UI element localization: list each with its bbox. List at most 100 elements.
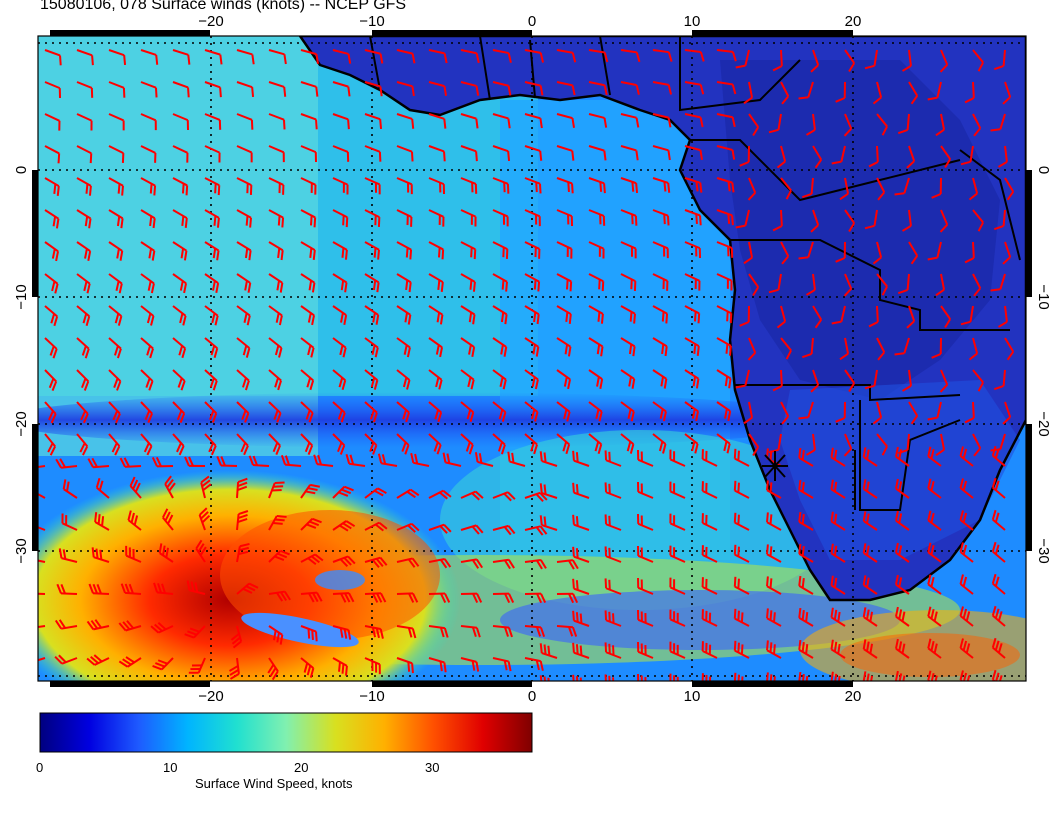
wind-barb (377, 453, 398, 467)
wind-barb (204, 273, 220, 293)
wind-barb (604, 450, 622, 467)
wind-barb (733, 480, 750, 499)
wind-barb (652, 433, 667, 454)
wind-barb (539, 515, 558, 531)
wind-barb (556, 559, 579, 570)
wind-barb (332, 520, 356, 532)
wind-barb (716, 369, 732, 389)
wind-barb (701, 449, 718, 467)
wind-barb (556, 625, 578, 637)
wind-barb (805, 113, 816, 136)
wind-barb (118, 620, 142, 632)
wind-barb (23, 682, 45, 699)
wind-barb (396, 337, 411, 358)
wind-barb (492, 401, 507, 422)
wind-barb (733, 608, 750, 627)
wind-barb (460, 433, 474, 455)
wind-barb (492, 433, 506, 455)
wind-barb (524, 401, 539, 422)
wind-barb (261, 690, 277, 712)
wind-barb (876, 337, 886, 361)
wind-barb (798, 511, 814, 531)
wind-barb (894, 177, 910, 196)
wind-barb (428, 113, 447, 129)
lon-tick-top: −10 (359, 13, 384, 30)
wind-barb (669, 673, 679, 681)
wind-barb (428, 177, 446, 195)
wind-barb (172, 49, 191, 65)
wind-barb (798, 607, 814, 627)
wind-barb (524, 241, 541, 259)
wind-barb (637, 577, 654, 595)
wind-barb (396, 241, 413, 260)
wind-barb (862, 543, 878, 563)
wind-barb (604, 642, 622, 659)
wind-barb (364, 625, 384, 639)
wind-barb (620, 273, 637, 291)
wind-barb (396, 369, 411, 390)
wind-barb (44, 145, 61, 164)
wind-barb (108, 81, 126, 98)
wind-barb (940, 305, 952, 329)
wind-barb (150, 622, 174, 634)
wind-barb (620, 81, 640, 95)
wind-barb (780, 401, 790, 425)
wind-barb (798, 575, 814, 595)
wind-barb (94, 512, 110, 531)
wind-barb (140, 433, 153, 456)
wind-barb (993, 369, 1006, 391)
wind-barb (300, 49, 320, 64)
wind-barb (108, 401, 121, 424)
wind-barb (396, 433, 410, 455)
wind-barb (684, 209, 702, 226)
wind-barb (927, 542, 942, 563)
wind-barb (44, 177, 60, 196)
wind-barb (396, 177, 413, 195)
wind-barb (894, 446, 910, 467)
wind-barb (108, 145, 125, 163)
lon-tick-bottom: 20 (845, 688, 862, 705)
wind-barb (716, 209, 734, 226)
lon-tick-top: −20 (198, 13, 223, 30)
wind-barb (76, 177, 92, 196)
wind-barb (172, 113, 190, 131)
wind-barb (236, 113, 254, 130)
wind-barb (228, 657, 240, 680)
wind-barb (701, 641, 718, 659)
wind-barb (739, 305, 750, 327)
wind-barb (652, 401, 667, 422)
wind-barb (906, 305, 916, 329)
wind-barb (959, 478, 974, 499)
wind-barb (172, 241, 188, 261)
wind-barb (268, 433, 281, 456)
wind-barb (556, 241, 573, 259)
wind-barb (268, 113, 286, 130)
wind-barb (716, 273, 733, 291)
wind-barb (428, 81, 448, 96)
wind-barb (864, 49, 878, 70)
wind-barb (396, 488, 420, 499)
wind-barb (410, 452, 430, 467)
wind-barb (428, 401, 443, 423)
wind-barb (460, 625, 481, 638)
wind-barb (669, 513, 686, 531)
wind-barb (38, 523, 46, 531)
wind-barb (108, 305, 123, 326)
wind-barb (835, 401, 846, 423)
wind-barb (54, 619, 78, 630)
wind-barb (44, 113, 61, 131)
wind-barb (830, 447, 846, 467)
wind-barb (332, 273, 348, 293)
wind-barb (604, 578, 622, 595)
wind-barb (44, 305, 59, 327)
wind-barb (868, 305, 879, 328)
wind-barb (748, 433, 760, 457)
lat-tick-left: −30 (13, 538, 30, 563)
wind-barb (684, 145, 704, 160)
site-marker (762, 451, 788, 481)
wind-barb (172, 369, 186, 391)
wind-barb (460, 657, 480, 672)
wind-barb (733, 640, 750, 659)
wind-barb (964, 241, 975, 264)
wind-barb (140, 305, 155, 326)
